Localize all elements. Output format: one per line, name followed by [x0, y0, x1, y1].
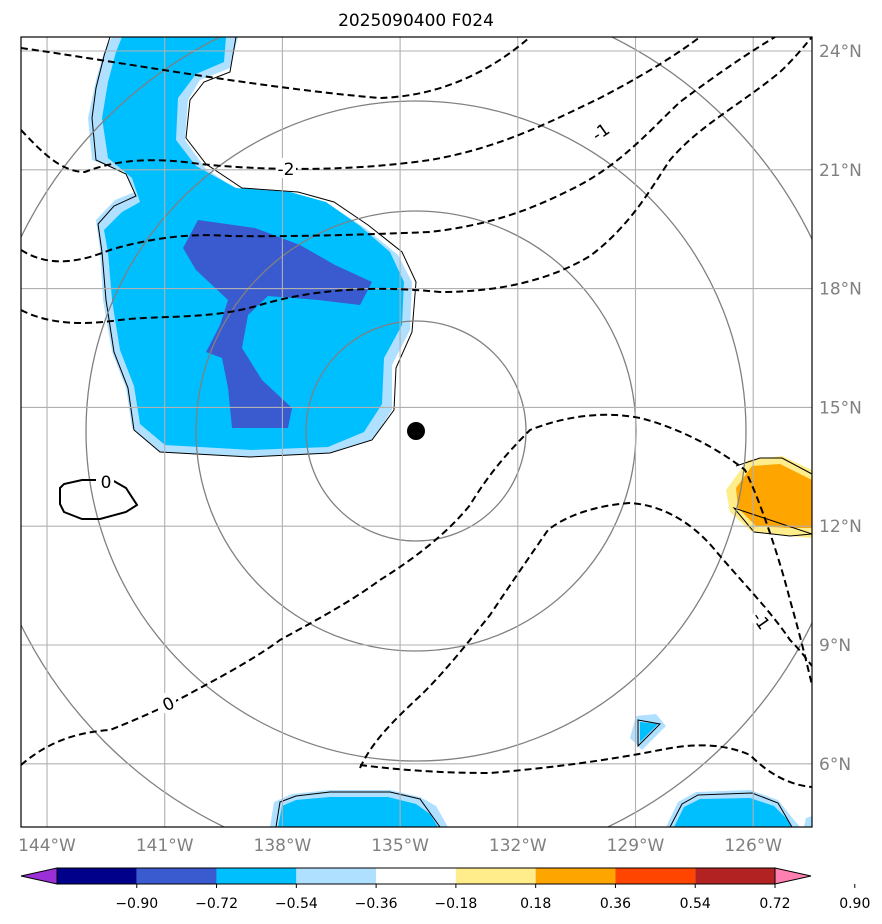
- colorbar-tick-label: −0.36: [355, 896, 398, 912]
- lon-tick-label: 141°W: [136, 836, 194, 856]
- lon-tick-label: 135°W: [371, 836, 429, 856]
- longitude-tick-labels: 144°W 141°W 138°W 135°W 132°W 129°W 126°W: [18, 836, 782, 856]
- dashed-contours: [21, 37, 812, 788]
- storm-center-marker: [407, 422, 425, 440]
- colorbar-segment: [695, 868, 775, 884]
- colorbar-tick-label: 0.90: [839, 896, 870, 912]
- graticule: [21, 37, 812, 827]
- lat-tick-label: 15°N: [819, 398, 862, 418]
- colorbar-tick-label: −0.54: [275, 896, 318, 912]
- colorbar-extend-min: [20, 867, 58, 885]
- lat-tick-label: 12°N: [819, 517, 862, 537]
- lon-tick-label: 132°W: [489, 836, 547, 856]
- lat-tick-label: 9°N: [819, 636, 851, 656]
- colorbar-segment: [455, 868, 536, 884]
- lon-tick-label: 126°W: [724, 836, 782, 856]
- colorbar-tick-label: −0.72: [195, 896, 238, 912]
- colorbar-segment: [57, 868, 137, 884]
- colorbar-tick-label: 0.18: [520, 896, 551, 912]
- colorbar-tick-label: 0.36: [600, 896, 631, 912]
- colorbar-segment: [296, 868, 377, 884]
- colorbar-tick-label: −0.18: [434, 896, 477, 912]
- colorbar-tick-label: 0.54: [680, 896, 711, 912]
- contour-label: -2: [278, 160, 295, 180]
- lat-tick-label: 24°N: [819, 42, 862, 62]
- colorbar-segment: [615, 868, 696, 884]
- colorbar-segment: [216, 868, 297, 884]
- latitude-tick-labels: 24°N 21°N 18°N 15°N 12°N 9°N 6°N: [819, 42, 862, 775]
- colorbar-segment: [136, 868, 217, 884]
- lon-tick-label: 144°W: [18, 836, 76, 856]
- colorbar-extend-max: [774, 867, 812, 885]
- lat-tick-label: 6°N: [819, 755, 851, 775]
- colorbar: −0.90 −0.72 −0.54 −0.36 −0.18 0.18 0.36 0.54 0.7…: [20, 867, 870, 912]
- lat-tick-label: 21°N: [819, 161, 862, 181]
- colorbar-frame: [56, 867, 776, 885]
- colorbar-tick-label: 0.72: [759, 896, 790, 912]
- colorbar-tick-label: −0.90: [115, 896, 158, 912]
- lat-tick-label: 18°N: [819, 280, 862, 300]
- colorbar-segment: [376, 868, 456, 884]
- lon-tick-label: 138°W: [254, 836, 312, 856]
- negative-anomaly-south: [270, 714, 812, 827]
- shading-outlines: [91, 37, 812, 827]
- map-title: 2025090400 F024: [338, 11, 494, 31]
- solid-contour-zero: [59, 479, 139, 520]
- colorbar-segment: [535, 868, 616, 884]
- map-frame: [20, 36, 813, 828]
- negative-anomaly-west: [88, 37, 412, 457]
- lon-tick-label: 129°W: [607, 836, 665, 856]
- contour-label: -1: [588, 120, 613, 146]
- contour-label: 0: [101, 473, 112, 493]
